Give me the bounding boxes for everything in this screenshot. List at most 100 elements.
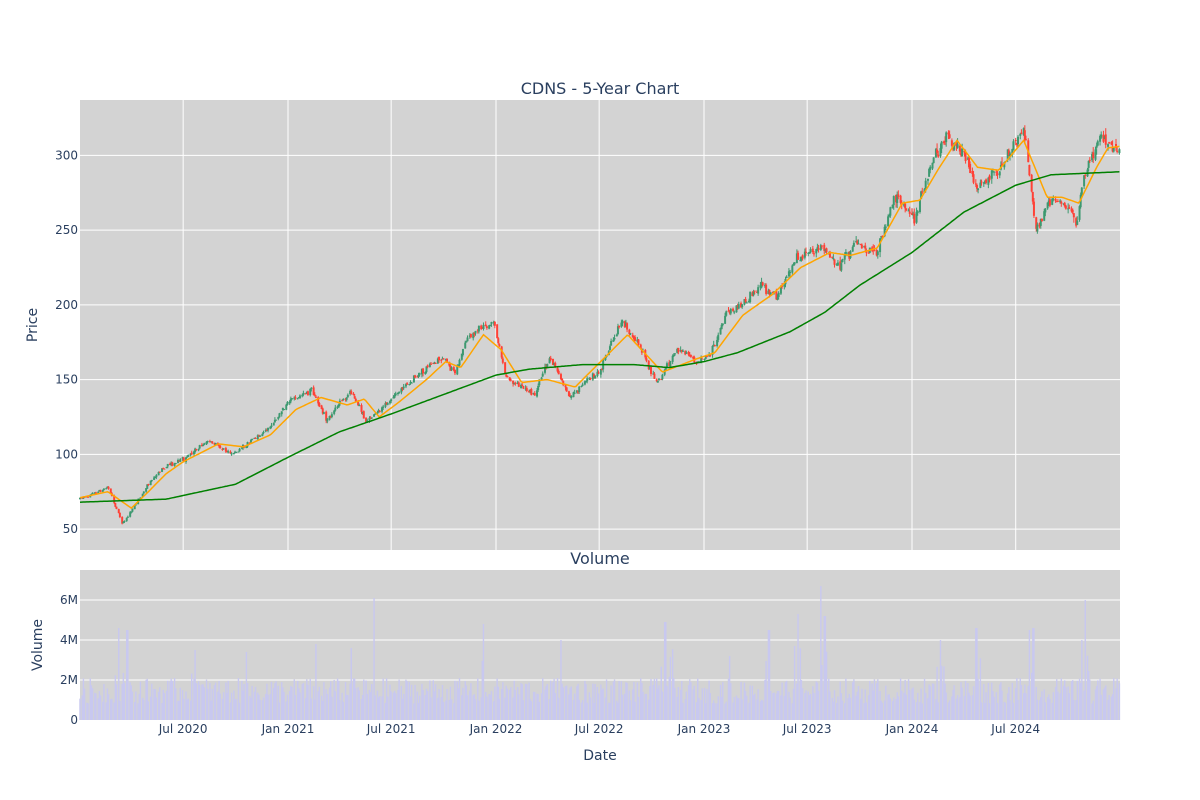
- volume-bar: [392, 692, 395, 720]
- candle-up: [290, 397, 293, 400]
- volume-bar: [382, 678, 384, 720]
- volume-bar: [650, 678, 652, 720]
- volume-bar: [1003, 701, 1006, 720]
- volume-bar: [656, 678, 658, 720]
- volume-bar: [1022, 693, 1025, 720]
- candle-up: [404, 383, 407, 389]
- candle-up: [377, 408, 380, 413]
- candle-up: [672, 353, 675, 357]
- volume-panel: 0 2M 4M 6M Jul 2020 Jan 2021 Jul 2021 Jan 2022…: [30, 549, 1121, 764]
- volume-bar: [161, 703, 163, 720]
- volume-bar: [947, 702, 950, 720]
- volume-bar: [589, 697, 592, 720]
- volume-bar: [187, 698, 189, 720]
- volume-bar: [896, 692, 898, 720]
- volume-bar: [472, 695, 474, 720]
- volume-bar: [237, 678, 240, 720]
- candle-up: [270, 422, 273, 429]
- candle-up: [410, 381, 413, 384]
- volume-bar: [880, 700, 882, 720]
- volume-bar: [390, 691, 392, 720]
- candle-up: [336, 405, 339, 410]
- volume-bar: [613, 679, 616, 720]
- candle-down: [522, 385, 525, 390]
- volume-bar: [221, 698, 224, 720]
- candle-up: [932, 157, 935, 164]
- candle-down: [645, 355, 648, 363]
- candle-down: [753, 290, 756, 295]
- volume-bar: [141, 697, 144, 720]
- volume-bar: [416, 691, 419, 720]
- volume-bar: [653, 678, 656, 720]
- volume-bar: [98, 691, 101, 720]
- volume-bar: [97, 698, 99, 720]
- candle-down: [422, 367, 425, 377]
- volume-bar: [111, 698, 113, 720]
- volume-bar: [1020, 685, 1023, 720]
- volume-bar: [695, 702, 698, 720]
- candle-up: [466, 335, 469, 342]
- volume-bar: [738, 698, 740, 720]
- candle-up: [1016, 135, 1019, 148]
- volume-bar: [987, 682, 990, 720]
- volume-bar: [1040, 697, 1042, 720]
- volume-bar: [932, 683, 935, 720]
- candle-up: [987, 177, 990, 189]
- volume-bar: [1105, 685, 1107, 720]
- volume-bar: [576, 686, 578, 720]
- candle-down: [628, 328, 631, 337]
- candle-up: [1051, 197, 1054, 206]
- volume-bar: [706, 688, 708, 720]
- candle-up: [799, 256, 802, 262]
- volume-bar: [1065, 687, 1067, 720]
- volume-bar: [618, 681, 620, 720]
- volume-bar: [693, 685, 696, 720]
- volume-bar: [636, 682, 639, 720]
- volume-bar: [130, 685, 132, 720]
- volume-bar: [162, 689, 164, 720]
- candle-down: [895, 194, 898, 208]
- volume-bar: [488, 693, 490, 720]
- candle-up: [588, 377, 591, 381]
- volume-bar: [728, 656, 731, 720]
- volume-bar: [757, 689, 759, 720]
- volume-bar: [1009, 700, 1011, 720]
- candle-down: [497, 337, 500, 345]
- candle-up: [1047, 196, 1050, 207]
- volume-bar: [594, 683, 596, 720]
- candle-down: [577, 390, 580, 394]
- candle-up: [150, 479, 153, 482]
- candle-up: [896, 191, 899, 209]
- volume-bar: [137, 703, 139, 720]
- volume-bar: [498, 698, 501, 720]
- candle-up: [186, 455, 189, 458]
- volume-bar: [911, 688, 913, 720]
- volume-bar: [195, 683, 197, 720]
- volume-bar: [928, 684, 930, 720]
- volume-bar: [401, 698, 404, 720]
- volume-bar: [1107, 699, 1109, 720]
- candle-down: [905, 208, 908, 212]
- volume-bar: [1086, 655, 1089, 720]
- candle-up: [441, 356, 444, 360]
- volume-bar: [924, 692, 927, 720]
- volume-bar: [969, 695, 971, 720]
- volume-bar: [369, 692, 372, 720]
- volume-bar: [490, 691, 493, 720]
- candle-up: [155, 474, 158, 480]
- volume-bar: [350, 648, 352, 720]
- candle-down: [1055, 201, 1058, 203]
- candle-up: [101, 489, 104, 493]
- volume-bar: [848, 693, 851, 720]
- volume-bar: [572, 699, 575, 720]
- volume-bar: [1032, 628, 1034, 720]
- candle-up: [840, 260, 843, 272]
- volume-bar: [540, 693, 543, 720]
- volume-bar: [964, 680, 967, 720]
- volume-bar: [201, 684, 203, 720]
- candle-down: [325, 410, 328, 424]
- volume-bar: [692, 689, 694, 720]
- volume-bar: [967, 683, 969, 720]
- candle-down: [1070, 206, 1073, 213]
- candle-up: [661, 373, 664, 381]
